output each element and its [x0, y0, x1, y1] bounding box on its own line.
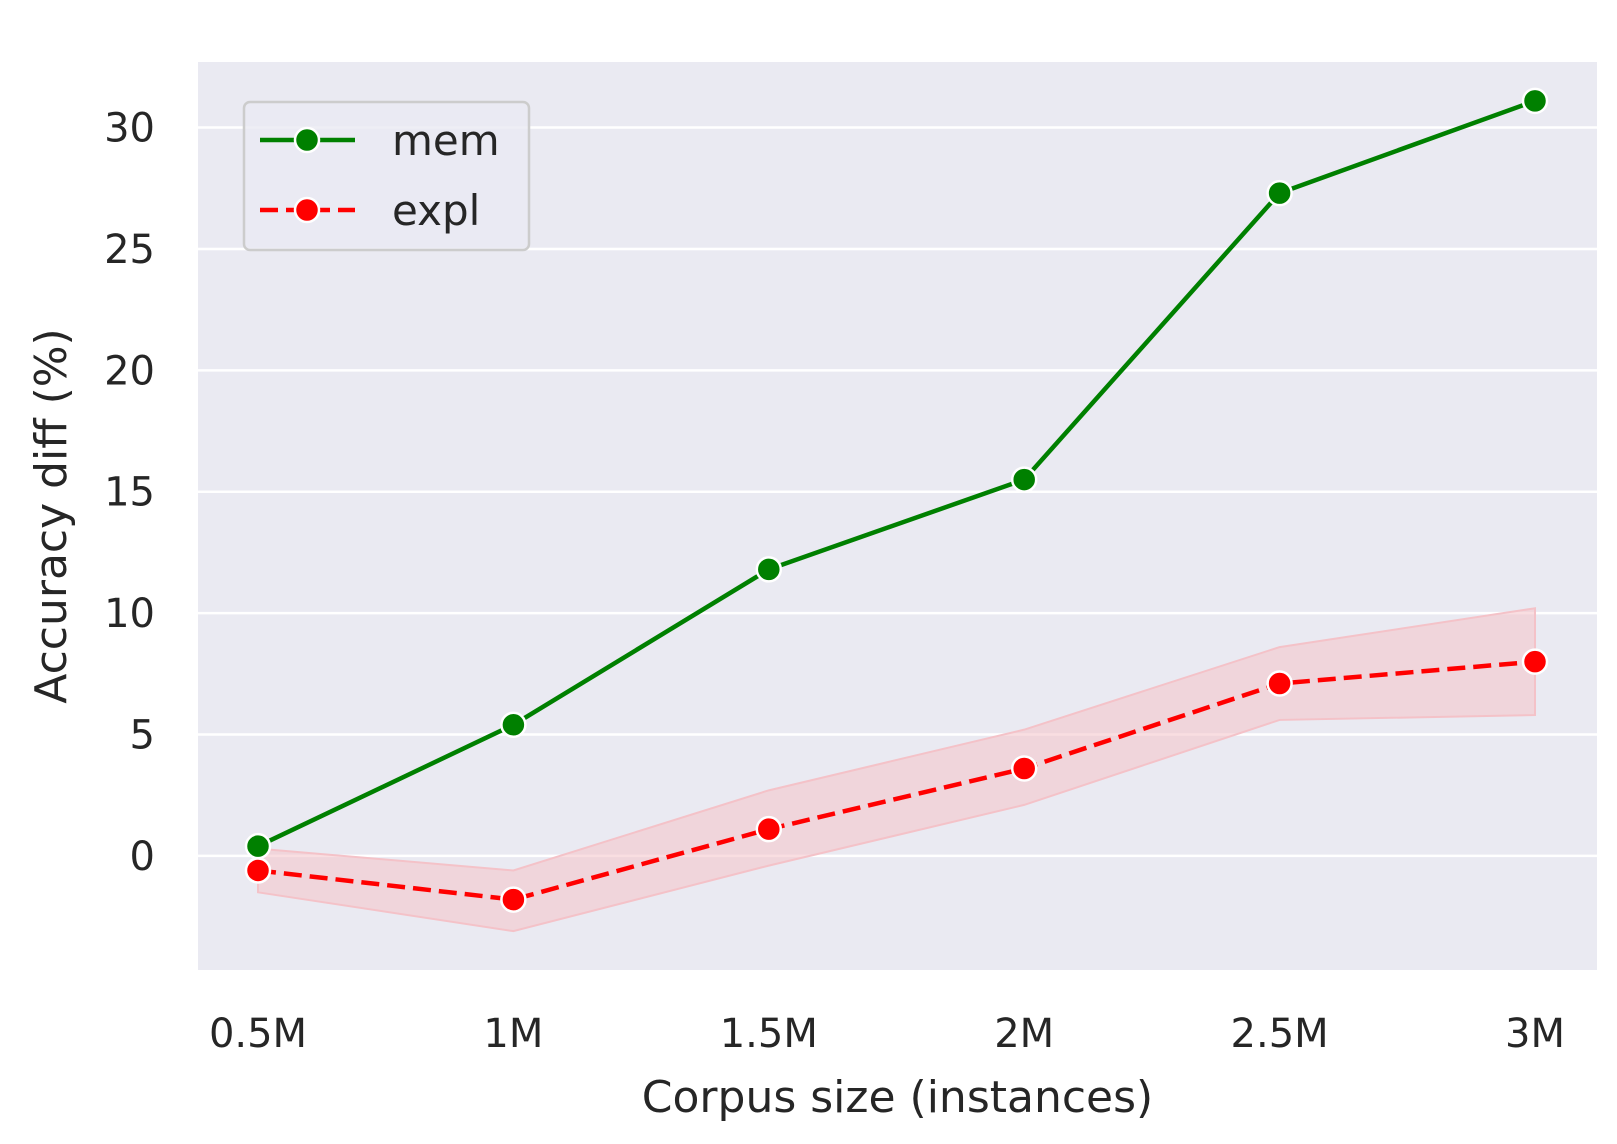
- y-tick-label: 0: [130, 834, 155, 880]
- legend: mem expl: [242, 100, 531, 252]
- confidence-bands: [257, 607, 1536, 933]
- y-axis-title: Accuracy diff (%): [26, 328, 77, 703]
- point-mem: [244, 832, 272, 860]
- y-tick-label: 15: [104, 470, 155, 516]
- y-tick-label: 5: [130, 713, 155, 759]
- point-mem: [1010, 466, 1038, 493]
- y-tick-label: 25: [104, 227, 155, 273]
- point-expl: [1521, 648, 1549, 675]
- legend-marker-expl: [293, 196, 321, 224]
- x-tick-label: 1.5M: [720, 1011, 818, 1057]
- point-expl: [244, 857, 272, 884]
- point-mem: [500, 711, 527, 739]
- legend-marker-mem: [293, 126, 321, 154]
- band-expl: [257, 607, 1536, 933]
- y-tick-label: 20: [104, 348, 155, 394]
- point-mem: [755, 556, 783, 583]
- y-tick-labels: 0 5 10 15 20 25 30: [104, 106, 155, 880]
- x-tick-label: 1M: [483, 1011, 543, 1057]
- point-expl: [500, 886, 527, 913]
- point-mem: [1266, 179, 1293, 207]
- y-tick-label: 30: [104, 106, 155, 152]
- x-tick-label: 2.5M: [1231, 1011, 1329, 1057]
- x-axis-title: Corpus size (instances): [642, 1072, 1153, 1123]
- point-expl: [755, 815, 783, 843]
- line-mem: [257, 98, 1536, 849]
- x-tick-label: 3M: [1505, 1011, 1565, 1057]
- line-expl: [257, 659, 1536, 902]
- point-expl: [1010, 755, 1038, 782]
- series-markers: [244, 87, 1549, 913]
- y-tick-label: 10: [104, 591, 155, 637]
- series-lines: [257, 98, 1536, 902]
- gridlines: [198, 126, 1597, 858]
- point-mem: [1521, 87, 1549, 115]
- x-tick-label: 0.5M: [209, 1011, 307, 1057]
- legend-label-expl: expl: [392, 186, 480, 235]
- x-tick-labels: 0.5M 1M 1.5M 2M 2.5M 3M: [209, 1011, 1565, 1057]
- x-tick-label: 2M: [994, 1011, 1054, 1057]
- legend-label-mem: mem: [392, 116, 500, 165]
- point-expl: [1266, 670, 1293, 697]
